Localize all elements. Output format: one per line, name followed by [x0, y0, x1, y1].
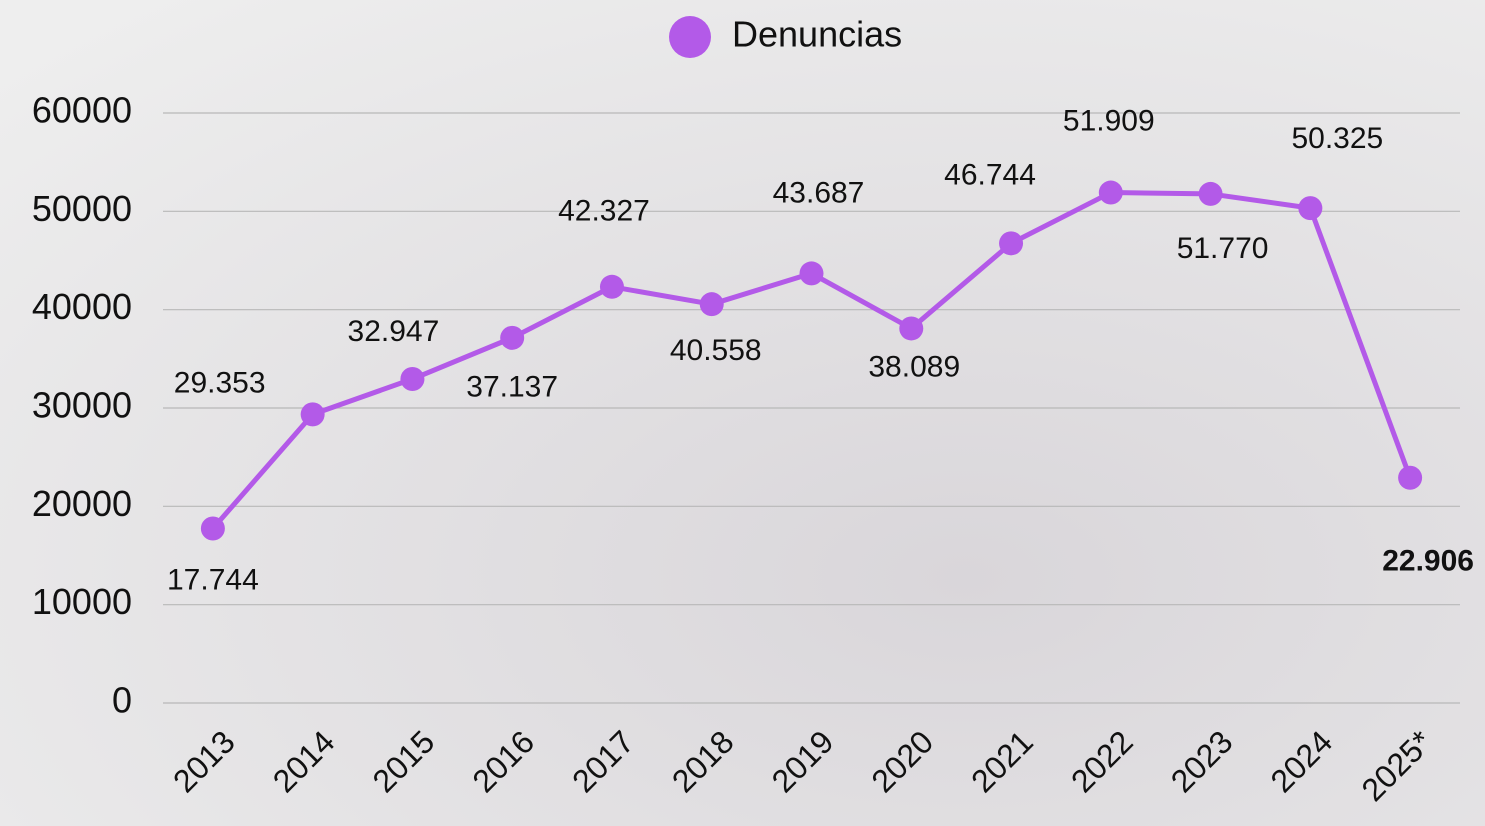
data-label: 29.353	[174, 366, 266, 399]
data-point	[400, 367, 424, 391]
data-point	[999, 231, 1023, 255]
data-point	[1199, 182, 1223, 206]
data-label: 22.906	[1382, 545, 1474, 578]
background	[0, 0, 1485, 826]
data-point	[301, 402, 325, 426]
legend-marker	[669, 16, 711, 58]
data-point	[700, 292, 724, 316]
data-label: 50.325	[1291, 122, 1383, 155]
data-point	[600, 275, 624, 299]
y-tick-label: 30000	[32, 385, 132, 426]
data-label: 38.089	[868, 350, 960, 383]
data-point	[899, 316, 923, 340]
y-tick-label: 50000	[32, 188, 132, 229]
data-label: 32.947	[348, 315, 440, 348]
legend-label: Denuncias	[732, 14, 902, 55]
data-label: 37.137	[466, 371, 558, 404]
data-label: 42.327	[558, 195, 650, 228]
data-point	[201, 517, 225, 541]
data-point	[1398, 466, 1422, 490]
data-point	[1298, 196, 1322, 220]
data-label: 46.744	[944, 158, 1036, 191]
data-label: 51.770	[1177, 232, 1269, 265]
data-point	[800, 261, 824, 285]
data-label: 51.909	[1063, 104, 1155, 137]
y-tick-label: 60000	[32, 90, 132, 131]
y-tick-label: 0	[112, 680, 132, 721]
data-label: 17.744	[167, 563, 259, 596]
data-label: 40.558	[670, 334, 762, 367]
data-point	[500, 326, 524, 350]
data-label: 43.687	[773, 176, 865, 209]
y-tick-label: 20000	[32, 483, 132, 524]
y-tick-label: 10000	[32, 581, 132, 622]
y-tick-label: 40000	[32, 286, 132, 327]
data-point	[1099, 181, 1123, 205]
chart: 0100002000030000400005000060000201320142…	[0, 0, 1485, 826]
